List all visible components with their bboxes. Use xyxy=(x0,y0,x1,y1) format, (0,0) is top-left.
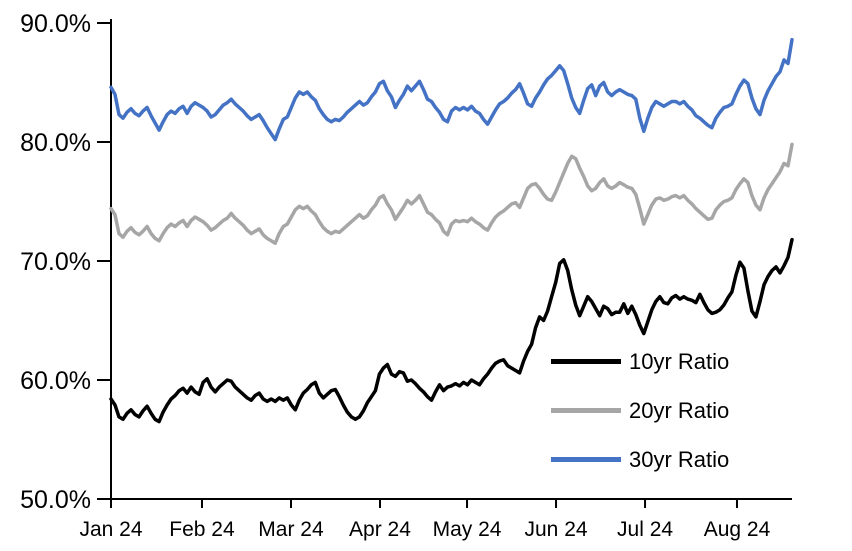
series-line-20yr-ratio xyxy=(109,142,794,245)
chart-legend: 10yr Ratio 20yr Ratio 30yr Ratio xyxy=(551,337,729,484)
legend-swatch-10yr xyxy=(551,359,621,364)
x-axis-tick-label: Jan 24 xyxy=(79,518,142,541)
legend-label-10yr: 10yr Ratio xyxy=(629,348,730,374)
legend-item-20yr-ratio: 20yr Ratio xyxy=(551,386,729,435)
x-axis-tick-label: Apr 24 xyxy=(349,518,411,541)
y-axis-tick-label: 90.0% xyxy=(20,10,91,38)
x-axis-tick-label: Aug 24 xyxy=(704,518,771,541)
y-axis-tick-label: 60.0% xyxy=(20,367,91,395)
legend-label-30yr: 30yr Ratio xyxy=(629,446,730,472)
x-axis-tick-label: Mar 24 xyxy=(258,518,324,541)
x-axis-tick-label: Jul 24 xyxy=(617,518,673,541)
x-axis-tick-label: Jun 24 xyxy=(525,518,588,541)
y-axis-tick-label: 70.0% xyxy=(20,248,91,276)
legend-swatch-20yr xyxy=(551,408,621,413)
x-axis-tick-label: May 24 xyxy=(433,518,502,541)
series-line-30yr-ratio xyxy=(109,37,794,142)
y-axis-tick-label: 50.0% xyxy=(20,486,91,514)
legend-item-10yr-ratio: 10yr Ratio xyxy=(551,337,729,386)
series-line-10yr-ratio xyxy=(109,237,794,424)
y-axis-tick-label: 80.0% xyxy=(20,129,91,157)
legend-swatch-30yr xyxy=(551,457,621,462)
legend-item-30yr-ratio: 30yr Ratio xyxy=(551,435,729,484)
x-axis-tick-label: Feb 24 xyxy=(169,518,235,541)
legend-label-20yr: 20yr Ratio xyxy=(629,397,730,423)
